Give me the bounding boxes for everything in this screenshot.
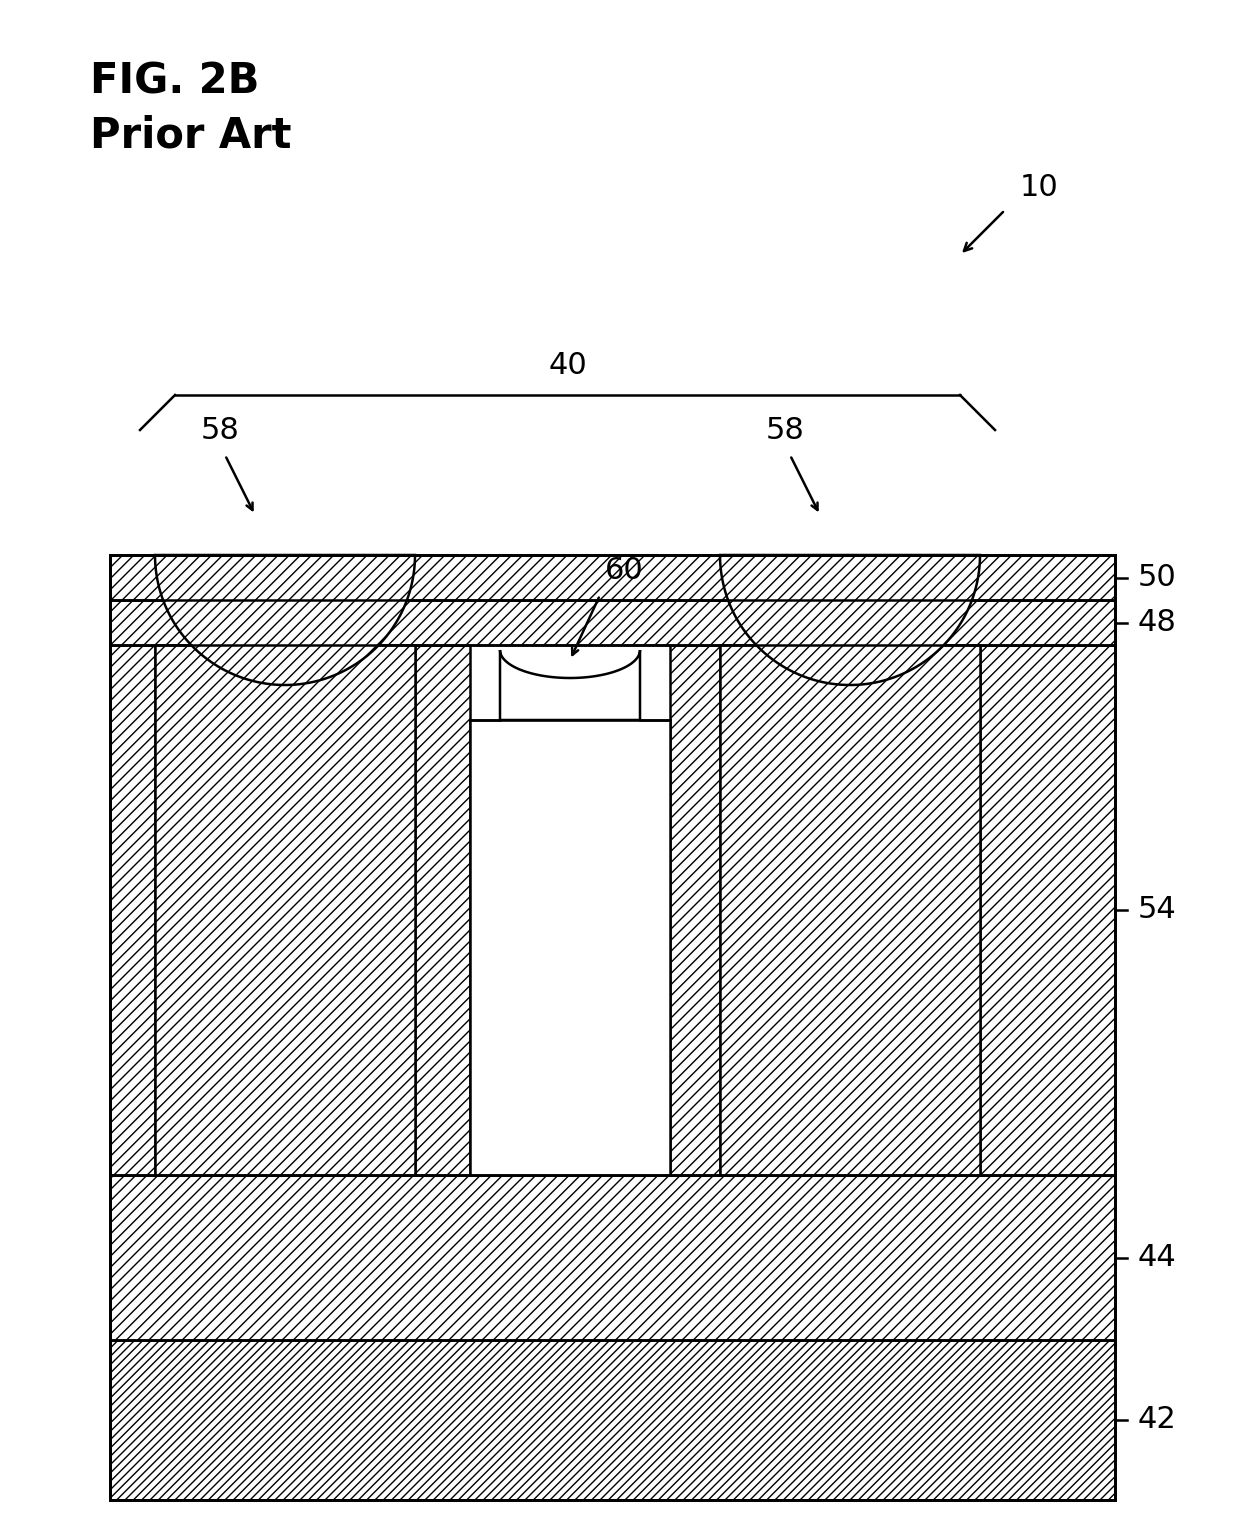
Bar bbox=[980, 646, 1115, 1176]
Bar bbox=[110, 1340, 1115, 1499]
Text: 58: 58 bbox=[201, 416, 239, 445]
Bar bbox=[110, 1176, 1115, 1340]
Text: 10: 10 bbox=[1021, 173, 1059, 202]
Text: 54: 54 bbox=[1138, 896, 1177, 925]
Polygon shape bbox=[500, 650, 640, 720]
Bar bbox=[415, 646, 470, 1176]
Text: FIG. 2B: FIG. 2B bbox=[91, 59, 259, 102]
Text: 44: 44 bbox=[1138, 1243, 1177, 1271]
Bar bbox=[155, 646, 415, 1176]
Bar bbox=[110, 554, 1115, 1499]
Polygon shape bbox=[720, 554, 980, 685]
Text: 58: 58 bbox=[765, 416, 805, 445]
Text: 50: 50 bbox=[1138, 564, 1177, 592]
Text: 42: 42 bbox=[1138, 1405, 1177, 1434]
Text: Prior Art: Prior Art bbox=[91, 115, 291, 156]
Text: 40: 40 bbox=[548, 351, 587, 380]
Bar bbox=[110, 554, 1115, 600]
Bar bbox=[110, 600, 1115, 646]
Bar bbox=[110, 646, 155, 1176]
Text: 48: 48 bbox=[1138, 608, 1177, 636]
Text: 60: 60 bbox=[605, 556, 644, 585]
Bar bbox=[670, 646, 720, 1176]
Bar bbox=[720, 646, 980, 1176]
Bar bbox=[470, 720, 670, 1176]
Polygon shape bbox=[155, 554, 415, 685]
